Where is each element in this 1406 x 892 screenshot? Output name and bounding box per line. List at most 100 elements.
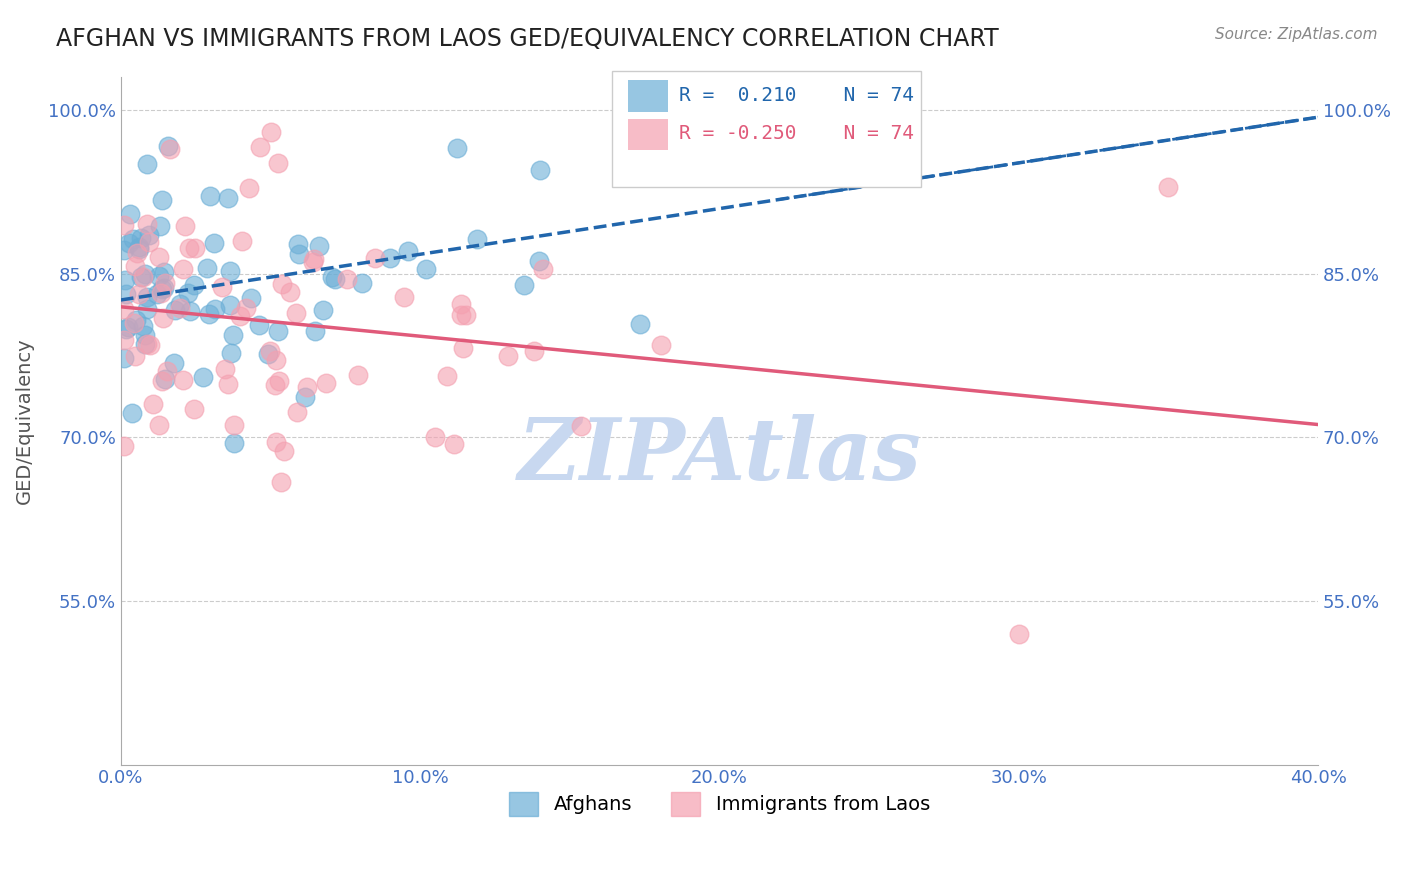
- Point: [450, 297, 472, 311]
- Point: [451, 341, 474, 355]
- Point: [229, 309, 252, 323]
- Point: [115, 322, 138, 336]
- Point: [218, 264, 240, 278]
- Point: [134, 327, 156, 342]
- Point: [392, 290, 415, 304]
- Point: [134, 268, 156, 282]
- Point: [678, 114, 700, 128]
- Point: [114, 218, 136, 232]
- Point: [301, 254, 323, 268]
- Point: [112, 243, 135, 257]
- Point: [156, 363, 179, 377]
- Point: [217, 191, 239, 205]
- Point: [155, 276, 177, 290]
- Point: [450, 308, 472, 322]
- Point: [150, 282, 173, 296]
- Point: [315, 376, 337, 391]
- Point: [267, 156, 290, 170]
- Point: [214, 361, 236, 376]
- Point: [172, 373, 194, 387]
- Point: [150, 285, 173, 300]
- Point: [165, 303, 187, 318]
- Point: [136, 217, 159, 231]
- Point: [118, 235, 141, 250]
- Point: [142, 397, 165, 411]
- Point: [136, 337, 159, 351]
- Point: [169, 301, 191, 316]
- Point: [128, 287, 150, 301]
- Point: [129, 231, 152, 245]
- Point: [112, 333, 135, 347]
- Text: Source: ZipAtlas.com: Source: ZipAtlas.com: [1215, 27, 1378, 42]
- Point: [145, 287, 167, 301]
- Legend: Afghans, Immigrants from Laos: Afghans, Immigrants from Laos: [501, 784, 938, 823]
- Point: [139, 337, 162, 351]
- Point: [278, 285, 301, 300]
- Point: [118, 206, 141, 220]
- Point: [1008, 626, 1031, 640]
- Point: [346, 368, 368, 382]
- Point: [264, 353, 287, 368]
- Point: [148, 269, 170, 284]
- Point: [136, 157, 159, 171]
- Point: [156, 138, 179, 153]
- Point: [295, 379, 318, 393]
- Point: [125, 313, 148, 327]
- Point: [217, 376, 239, 391]
- Text: R =  0.210    N = 74: R = 0.210 N = 74: [679, 86, 914, 105]
- Point: [446, 141, 468, 155]
- Point: [496, 349, 519, 363]
- Point: [529, 163, 551, 178]
- Point: [569, 418, 592, 433]
- Text: ZIPAtlas: ZIPAtlas: [517, 414, 921, 497]
- Point: [124, 259, 146, 273]
- Point: [148, 417, 170, 432]
- Point: [222, 327, 245, 342]
- Point: [191, 370, 214, 384]
- Point: [184, 241, 207, 255]
- Point: [149, 219, 172, 233]
- Point: [179, 303, 201, 318]
- Point: [650, 338, 672, 352]
- Point: [152, 311, 174, 326]
- Point: [294, 390, 316, 404]
- Point: [321, 269, 343, 284]
- Point: [150, 193, 173, 207]
- Point: [179, 241, 201, 255]
- Point: [273, 443, 295, 458]
- Point: [249, 140, 271, 154]
- Point: [132, 319, 155, 334]
- Point: [239, 291, 262, 305]
- Point: [1157, 179, 1180, 194]
- Point: [195, 260, 218, 275]
- Point: [285, 404, 308, 418]
- Point: [136, 301, 159, 316]
- Point: [198, 189, 221, 203]
- Text: R = -0.250    N = 74: R = -0.250 N = 74: [679, 124, 914, 144]
- Point: [150, 374, 173, 388]
- Point: [523, 344, 546, 359]
- Point: [153, 265, 176, 279]
- Point: [288, 247, 311, 261]
- Point: [121, 406, 143, 420]
- Point: [219, 298, 242, 312]
- Point: [247, 318, 270, 333]
- Point: [238, 180, 260, 194]
- Point: [259, 343, 281, 358]
- Point: [222, 436, 245, 450]
- Point: [628, 317, 651, 331]
- Point: [304, 324, 326, 338]
- Point: [270, 475, 292, 489]
- Point: [114, 273, 136, 287]
- Point: [267, 324, 290, 338]
- Point: [443, 437, 465, 451]
- Point: [465, 232, 488, 246]
- Point: [138, 228, 160, 243]
- Point: [115, 287, 138, 301]
- Point: [235, 301, 257, 315]
- Point: [308, 238, 330, 252]
- Point: [162, 356, 184, 370]
- Point: [124, 349, 146, 363]
- Point: [219, 345, 242, 359]
- Point: [257, 347, 280, 361]
